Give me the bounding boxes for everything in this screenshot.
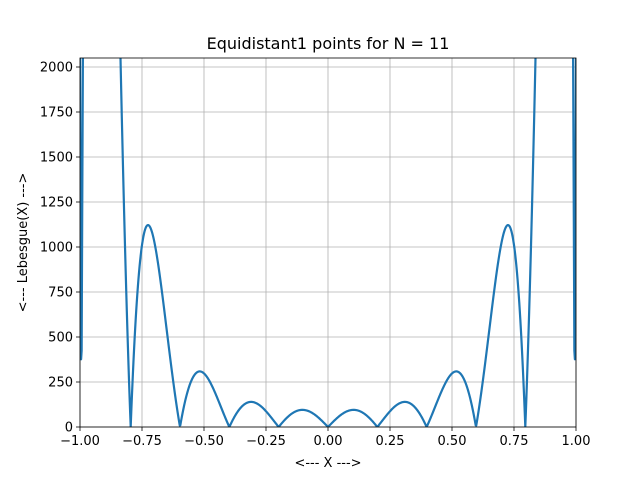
y-tick-label: 250 <box>48 376 73 391</box>
y-tick-label: 750 <box>48 286 73 301</box>
x-tick-label: 0.00 <box>314 434 343 449</box>
x-axis-label: <--- X ---> <box>294 456 361 471</box>
y-tick-label: 1250 <box>40 196 73 211</box>
y-axis-label: <--- Lebesgue(X) ---> <box>16 173 31 313</box>
x-tick-label: −0.25 <box>246 434 286 449</box>
y-tick-label: 2000 <box>40 61 73 76</box>
x-axis-ticks: −1.00 −0.75 −0.50 −0.25 0.00 0.25 0.50 0.75 1.00 <box>60 427 590 449</box>
x-tick-label: −1.00 <box>60 434 100 449</box>
y-axis-ticks: 0 250 500 750 1000 1250 1500 1750 2000 <box>40 61 80 436</box>
y-tick-label: 1750 <box>40 106 73 121</box>
x-tick-label: 0.75 <box>500 434 529 449</box>
x-tick-label: −0.50 <box>184 434 224 449</box>
y-tick-label: 1000 <box>40 241 73 256</box>
x-tick-label: 1.00 <box>562 434 591 449</box>
y-tick-label: 0 <box>65 421 73 436</box>
x-tick-label: 0.25 <box>376 434 405 449</box>
x-tick-label: 0.50 <box>438 434 467 449</box>
x-tick-label: −0.75 <box>122 434 162 449</box>
y-tick-label: 500 <box>48 331 73 346</box>
chart-title: Equidistant1 points for N = 11 <box>207 34 450 53</box>
y-tick-label: 1500 <box>40 151 73 166</box>
